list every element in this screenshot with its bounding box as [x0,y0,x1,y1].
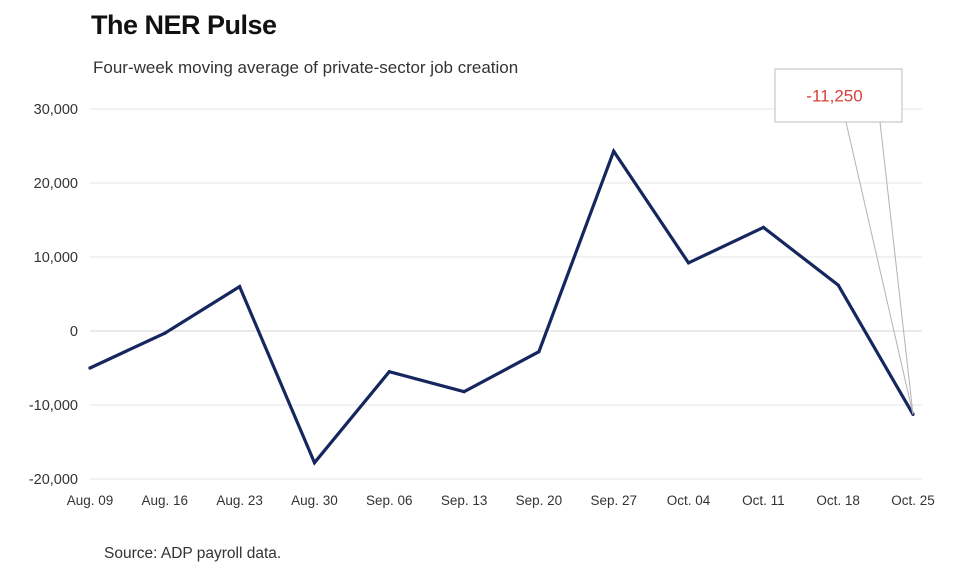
callout-leader [845,121,914,415]
source-note: Source: ADP payroll data. [104,545,282,562]
data-point [387,370,391,374]
y-tick-label: -20,000 [29,472,78,488]
data-point [836,283,840,287]
y-tick-label: 20,000 [34,176,78,192]
x-tick-label: Oct. 18 [816,493,860,508]
x-tick-label: Oct. 04 [667,493,711,508]
data-point [462,390,466,394]
y-tick-label: -10,000 [29,398,78,414]
y-tick-label: 30,000 [34,102,78,118]
data-point [537,350,541,354]
x-tick-label: Oct. 11 [742,493,785,508]
data-point [312,461,317,465]
data-point [761,225,765,229]
x-tick-label: Aug. 16 [142,493,189,508]
x-tick-label: Aug. 09 [67,493,114,508]
callout-label: -11,250 [806,87,862,106]
x-tick-label: Oct. 25 [891,493,935,508]
series-line [88,147,915,466]
x-tick-label: Sep. 27 [590,493,637,508]
x-tick-label: Sep. 06 [366,493,413,508]
chart-title: The NER Pulse [91,10,277,40]
data-point [238,285,242,289]
chart-subtitle: Four-week moving average of private-sect… [93,58,519,77]
x-tick-label: Aug. 23 [216,493,263,508]
data-point [88,366,92,370]
data-point [612,149,616,153]
x-tick-label: Sep. 13 [441,493,488,508]
x-tick-label: Sep. 20 [516,493,563,508]
y-tick-label: 0 [70,324,78,340]
x-tick-label: Aug. 30 [291,493,338,508]
y-tick-label: 10,000 [34,250,78,266]
callout-leader [879,121,914,415]
data-point [686,261,691,265]
data-point [163,331,167,335]
callout-box [774,68,903,123]
